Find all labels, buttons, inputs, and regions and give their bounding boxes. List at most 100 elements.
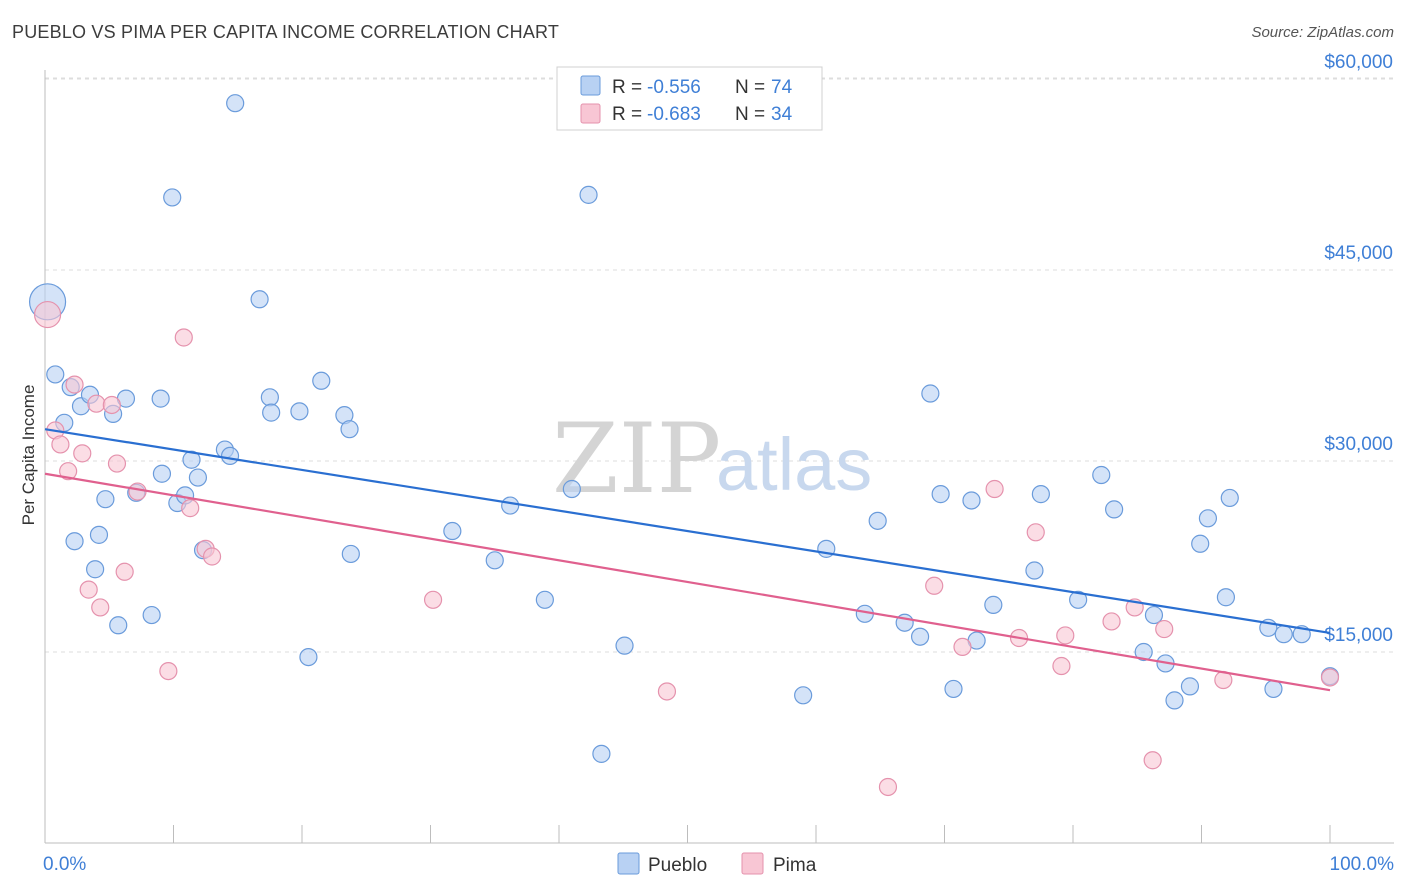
pima-point	[878, 777, 898, 797]
pueblo-point	[220, 446, 240, 466]
pueblo-point	[794, 686, 813, 705]
legend-r-value-pueblo: -0.556	[647, 77, 701, 98]
pima-point	[159, 661, 178, 681]
pima-point	[985, 479, 1004, 499]
pima-point	[423, 590, 443, 609]
pueblo-point	[260, 388, 279, 407]
pueblo-point	[312, 371, 331, 390]
pima-point	[174, 328, 193, 347]
pima-trend-line	[44, 472, 1331, 692]
pima-point	[102, 395, 121, 415]
pima-point	[1026, 523, 1045, 542]
pima-point	[1320, 668, 1340, 687]
legend-n-value-pima: 34	[771, 104, 793, 125]
pueblo-point	[944, 679, 963, 699]
legend-swatch-pima	[580, 103, 601, 124]
pueblo-point	[1105, 500, 1124, 519]
pima-point	[925, 576, 944, 595]
pueblo-point	[46, 365, 65, 384]
series-legend: Pueblo Pima	[617, 852, 817, 876]
pima-point	[657, 682, 677, 701]
pueblo-point	[592, 744, 611, 763]
pima-point	[33, 300, 62, 329]
pueblo-point	[299, 647, 318, 667]
legend-r-label-pueblo: R =	[612, 77, 642, 98]
bottom-legend-label-pueblo: Pueblo	[648, 855, 707, 876]
pueblo-point	[1220, 488, 1239, 508]
pueblo-point	[290, 402, 309, 421]
pueblo-point	[921, 384, 940, 403]
pueblo-point	[535, 590, 554, 609]
bottom-legend-swatch-pueblo	[617, 852, 640, 875]
pueblo-point	[501, 496, 520, 515]
pueblo-trend-line	[44, 428, 1331, 634]
pueblo-point	[226, 94, 245, 113]
pueblo-point	[962, 491, 981, 510]
y-tick-label: $60,000	[1324, 52, 1393, 73]
series-pima-points	[33, 300, 1340, 797]
pima-point	[1056, 626, 1075, 645]
pueblo-point	[1198, 509, 1218, 528]
watermark-zip: ZIP	[552, 403, 721, 515]
pueblo-point	[1031, 485, 1050, 504]
pueblo-point	[250, 290, 269, 309]
legend-swatch-pueblo	[580, 75, 601, 96]
bottom-legend-swatch-pima	[741, 852, 764, 875]
pima-point	[1155, 619, 1174, 639]
legend-r-label-pima: R =	[612, 104, 642, 125]
x-tick-max: 100.0%	[1330, 854, 1395, 875]
pueblo-point	[341, 544, 360, 564]
pueblo-point	[443, 521, 462, 541]
pueblo-point	[1025, 561, 1044, 580]
source-label: Source: ZipAtlas.com	[1251, 24, 1394, 41]
watermark-atlas: atlas	[716, 423, 872, 506]
pima-point	[87, 394, 106, 413]
y-tick-label: $15,000	[1324, 625, 1393, 646]
pima-point	[181, 499, 200, 518]
correlation-legend: R = -0.556 N = 74 R = -0.683 N = 34	[556, 66, 823, 131]
pueblo-point	[65, 532, 84, 551]
pima-point	[1143, 751, 1162, 770]
pima-point	[115, 562, 134, 581]
pueblo-point	[1264, 679, 1283, 699]
pueblo-point	[868, 511, 887, 530]
pueblo-point	[1134, 642, 1153, 662]
legend-n-label-pueblo: N =	[735, 77, 765, 98]
pueblo-point	[984, 595, 1003, 614]
pueblo-point	[152, 464, 172, 483]
pueblo-point	[86, 560, 105, 579]
pueblo-point	[910, 627, 930, 646]
pueblo-point	[142, 605, 161, 625]
pueblo-point	[1274, 625, 1293, 644]
pueblo-point	[109, 616, 128, 635]
pima-point	[73, 444, 92, 463]
pueblo-point	[340, 420, 359, 439]
axes	[44, 70, 1394, 844]
watermark: ZIP atlas	[552, 403, 872, 515]
pueblo-point	[579, 185, 598, 204]
legend-n-label-pima: N =	[735, 104, 765, 125]
y-tick-label: $30,000	[1324, 434, 1393, 455]
pueblo-point	[262, 403, 281, 422]
pueblo-point	[931, 485, 950, 504]
legend-n-value-pueblo: 74	[771, 77, 793, 98]
pima-point	[59, 462, 78, 481]
pima-point	[51, 435, 70, 454]
pueblo-point	[1144, 605, 1164, 625]
pueblo-point	[89, 525, 109, 544]
y-tick-labels: $15,000 $30,000 $45,000 $60,000	[1324, 52, 1393, 646]
pueblo-point	[1191, 534, 1210, 553]
series-pueblo-points	[28, 94, 1340, 763]
pima-point	[107, 454, 127, 473]
x-tick-min: 0.0%	[43, 854, 86, 875]
legend-box	[556, 66, 823, 131]
pueblo-point	[1092, 465, 1111, 485]
pueblo-point	[1180, 677, 1200, 696]
bottom-legend-label-pima: Pima	[773, 855, 817, 876]
pueblo-point	[151, 389, 170, 408]
pima-point	[1052, 656, 1071, 676]
pueblo-point	[1069, 590, 1088, 609]
grid-lines	[45, 77, 1394, 653]
pima-point	[1102, 612, 1121, 631]
